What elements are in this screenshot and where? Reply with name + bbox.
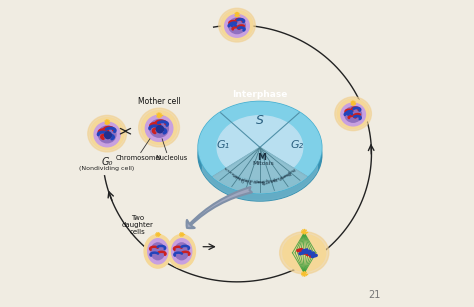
Ellipse shape [94, 122, 120, 147]
Ellipse shape [141, 111, 177, 144]
Ellipse shape [219, 8, 255, 42]
Ellipse shape [148, 239, 168, 264]
Ellipse shape [144, 235, 172, 268]
Circle shape [158, 115, 160, 116]
Ellipse shape [345, 107, 362, 122]
Text: (Nondividing cell): (Nondividing cell) [80, 166, 135, 171]
Text: G₀: G₀ [101, 157, 113, 167]
Ellipse shape [146, 115, 173, 142]
Text: Chromosome: Chromosome [116, 155, 160, 161]
Ellipse shape [91, 118, 124, 150]
Ellipse shape [221, 10, 253, 40]
Ellipse shape [228, 18, 246, 33]
Circle shape [156, 126, 164, 133]
Text: G₁: G₁ [217, 140, 230, 150]
Text: S: S [256, 114, 264, 127]
Ellipse shape [199, 110, 321, 200]
Ellipse shape [225, 14, 249, 37]
Ellipse shape [151, 243, 165, 260]
Text: Telophase: Telophase [233, 172, 255, 184]
Text: Prophase: Prophase [276, 166, 295, 181]
Text: Nucleolus: Nucleolus [155, 155, 187, 161]
Ellipse shape [198, 101, 322, 193]
Text: G₂: G₂ [290, 140, 303, 150]
Text: Mother cell: Mother cell [137, 97, 181, 106]
Text: Interphase: Interphase [232, 90, 288, 99]
Ellipse shape [172, 239, 192, 264]
Text: 21: 21 [368, 290, 381, 300]
Ellipse shape [199, 102, 321, 192]
Ellipse shape [217, 116, 303, 179]
Circle shape [105, 132, 111, 138]
Ellipse shape [341, 103, 365, 126]
Text: Anaphase: Anaphase [244, 176, 265, 183]
Circle shape [352, 102, 354, 104]
Text: Mitosis: Mitosis [252, 161, 274, 166]
Text: Cytokinesis: Cytokinesis [223, 165, 246, 183]
Ellipse shape [168, 235, 195, 268]
Polygon shape [202, 163, 318, 200]
Ellipse shape [198, 109, 322, 201]
Ellipse shape [283, 235, 326, 271]
Ellipse shape [175, 243, 189, 260]
Ellipse shape [335, 97, 372, 131]
Ellipse shape [98, 126, 116, 143]
Ellipse shape [88, 115, 127, 152]
Circle shape [106, 121, 108, 123]
Ellipse shape [139, 108, 180, 147]
Text: Metaphase: Metaphase [253, 176, 278, 183]
Ellipse shape [280, 232, 329, 274]
Ellipse shape [150, 119, 168, 137]
Text: Two
daughter
cells: Two daughter cells [122, 215, 154, 235]
Polygon shape [213, 147, 307, 192]
Text: M: M [257, 153, 266, 162]
Ellipse shape [337, 99, 369, 128]
Text: Prometaphase: Prometaphase [261, 170, 292, 185]
Circle shape [236, 14, 238, 15]
